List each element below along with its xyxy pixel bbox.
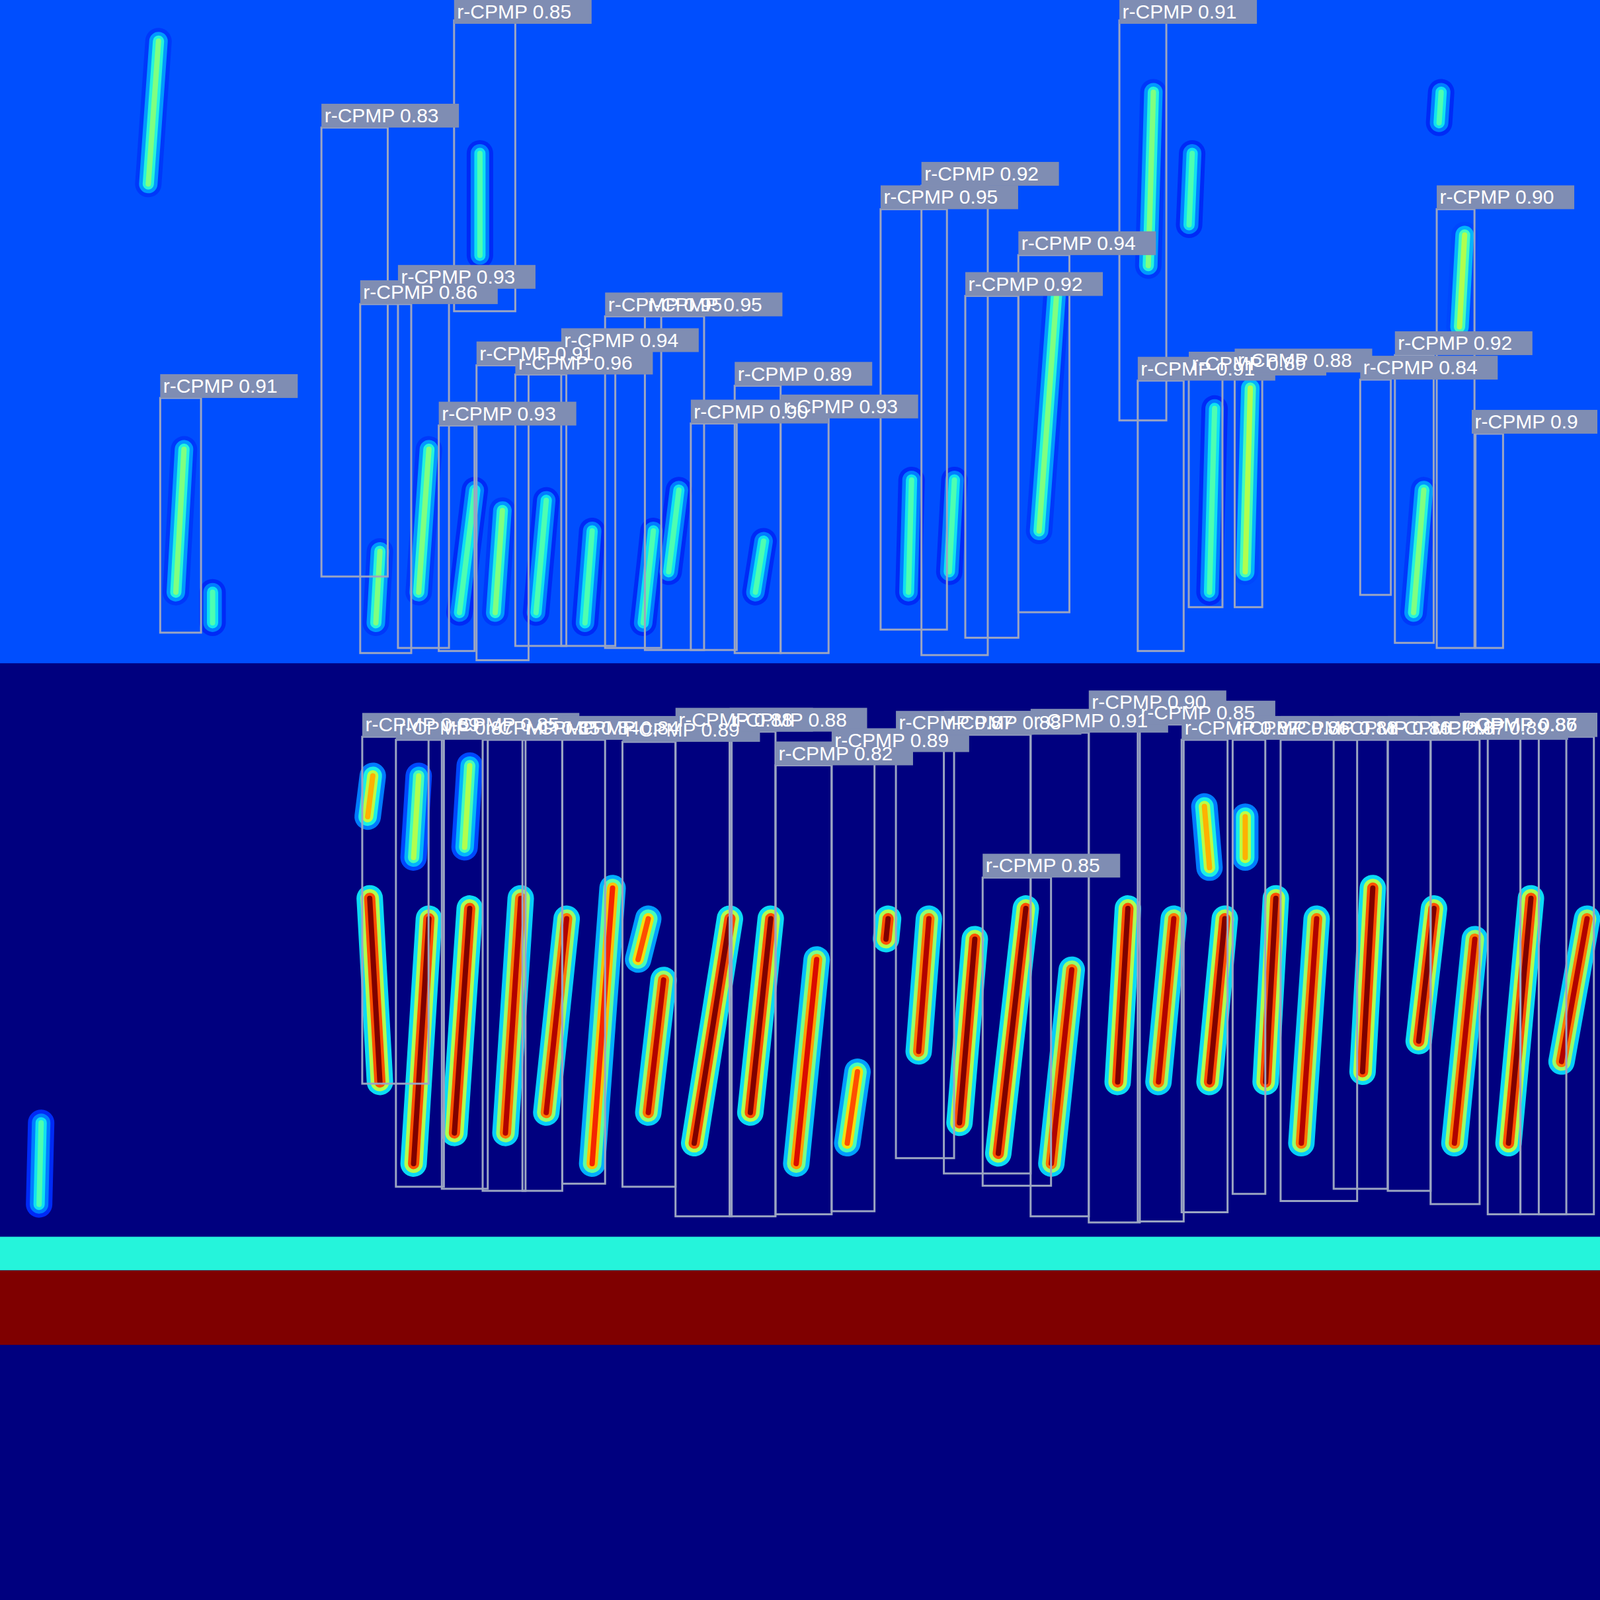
svg-text:r-CPMP 0.84: r-CPMP 0.84 xyxy=(1363,356,1478,379)
svg-text:r-CPMP 0.92: r-CPMP 0.92 xyxy=(1397,331,1513,354)
svg-text:r-CPMP 0.85: r-CPMP 0.85 xyxy=(1140,701,1256,724)
svg-text:r-CPMP 0.93: r-CPMP 0.93 xyxy=(400,265,516,288)
svg-text:r-CPMP 0.95: r-CPMP 0.95 xyxy=(883,185,998,208)
svg-text:r-CPMP 0.91: r-CPMP 0.91 xyxy=(163,374,278,397)
svg-text:r-CPMP 0.93: r-CPMP 0.93 xyxy=(441,402,557,425)
svg-text:r-CPMP 0.88: r-CPMP 0.88 xyxy=(732,708,847,731)
svg-text:r-CPMP 0.88: r-CPMP 0.88 xyxy=(946,711,1062,734)
svg-text:r-CPMP 0.95: r-CPMP 0.95 xyxy=(647,293,763,316)
svg-text:r-CPMP 0.96: r-CPMP 0.96 xyxy=(518,351,633,374)
svg-text:r-CPMP 0.94: r-CPMP 0.94 xyxy=(563,329,679,352)
svg-text:r-CPMP 0.92: r-CPMP 0.92 xyxy=(968,273,1083,295)
svg-text:r-CPMP 0.90: r-CPMP 0.90 xyxy=(693,400,809,423)
svg-text:r-CPMP 0.92: r-CPMP 0.92 xyxy=(924,162,1039,185)
svg-text:r-CPMP 0.86: r-CPMP 0.86 xyxy=(1463,713,1578,736)
svg-text:r-CPMP 0.85: r-CPMP 0.85 xyxy=(456,0,572,23)
svg-text:r-CPMP 0.86: r-CPMP 0.86 xyxy=(1463,713,1578,736)
svg-text:r-CPMP 0.87: r-CPMP 0.87 xyxy=(1463,713,1578,736)
svg-text:r-CPMP 0.89: r-CPMP 0.89 xyxy=(834,728,949,751)
svg-text:r-CPMP 0.83: r-CPMP 0.83 xyxy=(324,104,440,127)
svg-text:r-CPMP 0.82: r-CPMP 0.82 xyxy=(778,742,893,765)
svg-text:r-CPMP 0.89: r-CPMP 0.89 xyxy=(737,362,853,385)
svg-text:r-CPMP 0.90: r-CPMP 0.90 xyxy=(1440,185,1555,208)
svg-text:r-CPMP 0.93: r-CPMP 0.93 xyxy=(783,395,898,418)
svg-text:r-CPMP 0.91: r-CPMP 0.91 xyxy=(1033,709,1148,732)
svg-text:r-CPMP 0.9: r-CPMP 0.9 xyxy=(1475,410,1579,433)
svg-text:r-CPMP 0.86: r-CPMP 0.86 xyxy=(363,280,478,303)
svg-text:r-CPMP 0.94: r-CPMP 0.94 xyxy=(1021,232,1136,254)
svg-text:r-CPMP 0.85: r-CPMP 0.85 xyxy=(985,854,1101,877)
svg-text:r-CPMP 0.91: r-CPMP 0.91 xyxy=(1122,0,1238,23)
svg-text:r-CPMP 0.88: r-CPMP 0.88 xyxy=(1237,349,1353,371)
